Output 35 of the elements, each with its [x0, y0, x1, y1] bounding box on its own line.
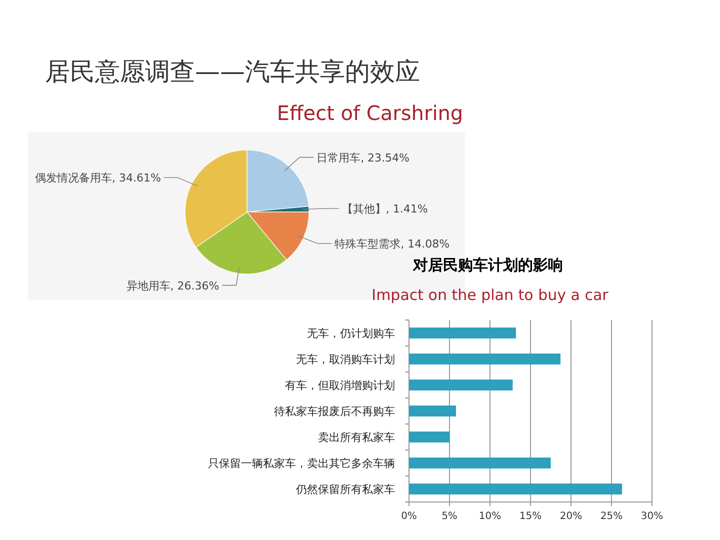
x-tick-label: 10%: [478, 511, 502, 522]
y-tick-label: 仍然保留所有私家车: [295, 483, 395, 496]
chart-subtitle: Impact on the plan to buy a car: [372, 286, 610, 304]
bar: [409, 328, 516, 338]
bar: [409, 406, 456, 416]
y-tick-label: 无车，取消购车计划: [296, 353, 395, 366]
chart-subtitle: Effect of Carshring: [276, 101, 464, 125]
data-label: , 1.41%: [386, 202, 428, 216]
bar: [409, 458, 551, 468]
chart-title: 对居民购车计划的影响: [412, 256, 563, 274]
x-tick-label: 25%: [600, 511, 623, 522]
data-label: , 23.54%: [360, 151, 410, 164]
data-label: , 14.08%: [400, 237, 450, 250]
data-label: , 26.36%: [170, 279, 220, 292]
bar: [409, 432, 450, 442]
y-tick-label: 只保留一辆私家车，卖出其它多余车辆: [208, 457, 395, 470]
slice-label: 特殊车型需求: [334, 237, 401, 250]
x-tick-label: 30%: [640, 511, 664, 522]
y-tick-label: 无车，仍计划购车: [307, 327, 395, 340]
slice-label: 日常用车: [316, 151, 361, 164]
x-tick-label: 20%: [560, 511, 582, 522]
chart-title: 居民意愿调查——汽车共享的效应: [45, 57, 420, 86]
bar: [409, 484, 622, 494]
slice-label: 异地用车: [126, 279, 170, 292]
x-tick-label: 5%: [442, 511, 458, 522]
slice-label: 偶发情况备用车: [35, 172, 112, 185]
slice-label: 【其他】: [342, 202, 386, 216]
bar: [409, 380, 513, 390]
y-tick-label: 卖出所有私家车: [318, 431, 395, 444]
bar: [409, 354, 560, 364]
y-tick-label: 待私家车报废后不再购车: [274, 405, 395, 418]
x-tick-label: 15%: [519, 511, 542, 522]
data-label: , 34.61%: [112, 172, 161, 185]
x-tick-label: 0%: [401, 511, 417, 522]
y-tick-label: 有车，但取消增购计划: [285, 379, 395, 392]
